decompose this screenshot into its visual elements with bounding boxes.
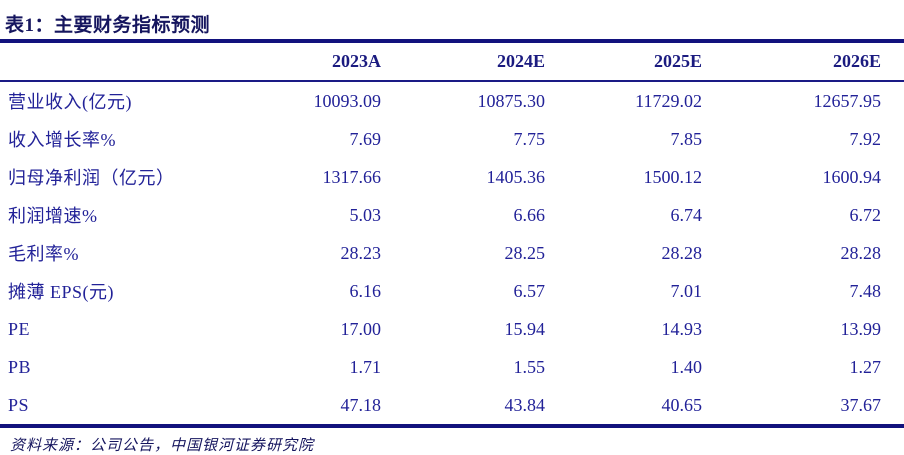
cell-value: 6.57 xyxy=(513,280,546,301)
cell-value: 10875.30 xyxy=(477,90,546,111)
cell-value: 7.85 xyxy=(670,128,703,149)
cell-value: 7.01 xyxy=(670,280,703,301)
cell-value: 28.23 xyxy=(340,242,382,263)
cell-value: 14.93 xyxy=(661,318,703,339)
column-header-2023a: 2023A xyxy=(244,43,404,82)
row-label: 毛利率% xyxy=(8,244,79,264)
data-source-note: 资料来源：公司公告，中国银河证券研究院 xyxy=(10,438,315,454)
cell-value: 28.25 xyxy=(504,242,546,263)
table-row: 利润增速% 5.03 6.66 6.74 6.72 xyxy=(0,196,904,234)
row-label: 营业收入(亿元) xyxy=(8,92,132,112)
cell-value: 1.55 xyxy=(513,356,546,377)
row-label: 摊薄 EPS(元) xyxy=(8,282,115,302)
column-header-2025e: 2025E xyxy=(568,43,725,82)
row-label: PS xyxy=(8,394,30,415)
cell-value: 6.16 xyxy=(349,280,382,301)
row-label: 归母净利润（亿元） xyxy=(8,168,175,188)
column-header-2026e: 2026E xyxy=(725,43,904,82)
cell-value: 47.18 xyxy=(340,394,382,415)
table-row: PE 17.00 15.94 14.93 13.99 xyxy=(0,310,904,348)
table-row: 收入增长率% 7.69 7.75 7.85 7.92 xyxy=(0,120,904,158)
cell-value: 6.72 xyxy=(849,204,882,225)
cell-value: 10093.09 xyxy=(313,90,382,111)
cell-value: 7.92 xyxy=(849,128,882,149)
cell-value: 7.48 xyxy=(849,280,882,301)
table-row: 营业收入(亿元) 10093.09 10875.30 11729.02 1265… xyxy=(0,81,904,120)
cell-value: 12657.95 xyxy=(813,90,882,111)
cell-value: 1405.36 xyxy=(486,166,546,187)
cell-value: 7.75 xyxy=(513,128,546,149)
cell-value: 1317.66 xyxy=(322,166,382,187)
table-body: 营业收入(亿元) 10093.09 10875.30 11729.02 1265… xyxy=(0,81,904,426)
cell-value: 17.00 xyxy=(340,318,382,339)
cell-value: 37.67 xyxy=(840,394,882,415)
column-header-2024e: 2024E xyxy=(404,43,568,82)
cell-value: 11729.02 xyxy=(635,90,702,111)
cell-value: 1.27 xyxy=(849,356,882,377)
cell-value: 6.66 xyxy=(513,204,546,225)
top-rule xyxy=(0,39,904,43)
table-row: 归母净利润（亿元） 1317.66 1405.36 1500.12 1600.9… xyxy=(0,158,904,196)
header-corner-cell xyxy=(0,43,244,82)
row-label: PB xyxy=(8,356,32,377)
table-header: 2023A 2024E 2025E 2026E xyxy=(0,43,904,82)
row-label: 利润增速% xyxy=(8,206,98,226)
cell-value: 43.84 xyxy=(504,394,546,415)
financial-forecast-table: 2023A 2024E 2025E 2026E 营业收入(亿元) 10093.0… xyxy=(0,43,904,428)
row-label: PE xyxy=(8,318,31,339)
row-label: 收入增长率% xyxy=(8,130,116,150)
cell-value: 6.74 xyxy=(670,204,703,225)
cell-value: 1500.12 xyxy=(643,166,703,187)
table-row: 毛利率% 28.23 28.25 28.28 28.28 xyxy=(0,234,904,272)
cell-value: 1.40 xyxy=(670,356,703,377)
cell-value: 40.65 xyxy=(661,394,703,415)
cell-value: 1.71 xyxy=(349,356,382,377)
table-row: PS 47.18 43.84 40.65 37.67 xyxy=(0,386,904,426)
table-title: 表1：主要财务指标预测 xyxy=(5,15,211,36)
cell-value: 7.69 xyxy=(349,128,382,149)
cell-value: 15.94 xyxy=(504,318,546,339)
header-row: 2023A 2024E 2025E 2026E xyxy=(0,43,904,82)
cell-value: 13.99 xyxy=(840,318,882,339)
cell-value: 5.03 xyxy=(349,204,382,225)
cell-value: 28.28 xyxy=(661,242,703,263)
table-row: 摊薄 EPS(元) 6.16 6.57 7.01 7.48 xyxy=(0,272,904,310)
table-row: PB 1.71 1.55 1.40 1.27 xyxy=(0,348,904,386)
cell-value: 28.28 xyxy=(840,242,882,263)
cell-value: 1600.94 xyxy=(822,166,882,187)
